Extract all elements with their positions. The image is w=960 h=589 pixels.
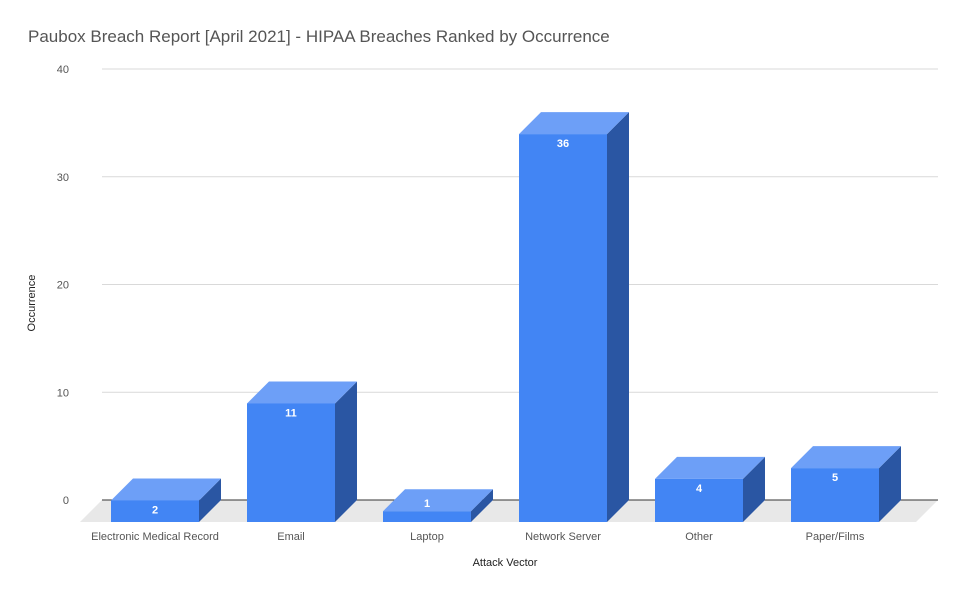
data-label: 2 — [152, 504, 158, 516]
bar-laptop: 1 — [383, 489, 493, 522]
chart-title: Paubox Breach Report [April 2021] - HIPA… — [28, 27, 610, 46]
bar-top — [655, 456, 765, 479]
x-tick-label: Paper/Films — [806, 531, 865, 543]
y-tick-label: 20 — [57, 280, 69, 292]
bar-email: 11 — [247, 381, 357, 522]
data-label: 36 — [557, 138, 569, 150]
bar-top — [111, 478, 221, 501]
x-tick-label: Other — [685, 531, 713, 543]
grid-layer: 0 10 20 30 40 — [57, 64, 938, 507]
y-tick-label: 0 — [63, 495, 69, 507]
x-tick-label: Network Server — [525, 531, 601, 543]
bar-side — [199, 478, 221, 522]
bar-side — [471, 489, 493, 522]
data-label: 5 — [832, 472, 838, 484]
bar-paper-films: 5 — [791, 446, 901, 522]
bar-front — [383, 511, 471, 522]
bar-front — [111, 500, 199, 522]
bar-side — [743, 456, 765, 522]
x-tick-label: Electronic Medical Record — [91, 531, 219, 543]
bar-electronic-medical-record: 2 — [111, 478, 221, 522]
bar-top — [383, 489, 493, 512]
x-axis-label: Attack Vector — [473, 557, 538, 569]
y-axis-label: Occurrence — [26, 275, 38, 332]
x-tick-labels: Electronic Medical Record Email Laptop Netw… — [91, 531, 865, 543]
bar-top — [247, 381, 357, 404]
bar-side — [335, 381, 357, 522]
x-tick-label: Laptop — [410, 531, 444, 543]
bar-front — [247, 403, 335, 522]
bar-network-server: 36 — [519, 112, 629, 522]
bar-side — [879, 446, 901, 522]
bar-side — [607, 112, 629, 522]
bar-top — [519, 112, 629, 135]
data-label: 1 — [424, 498, 430, 510]
bar-other: 4 — [655, 456, 765, 522]
data-label: 11 — [285, 407, 297, 419]
y-tick-label: 10 — [57, 387, 69, 399]
y-tick-label: 30 — [57, 172, 69, 184]
bar-front — [655, 478, 743, 522]
bar-front — [791, 468, 879, 522]
y-tick-label: 40 — [57, 64, 69, 76]
data-label: 4 — [696, 483, 703, 495]
bar-top — [791, 446, 901, 469]
bar-front — [519, 134, 607, 522]
x-tick-label: Email — [277, 531, 305, 543]
